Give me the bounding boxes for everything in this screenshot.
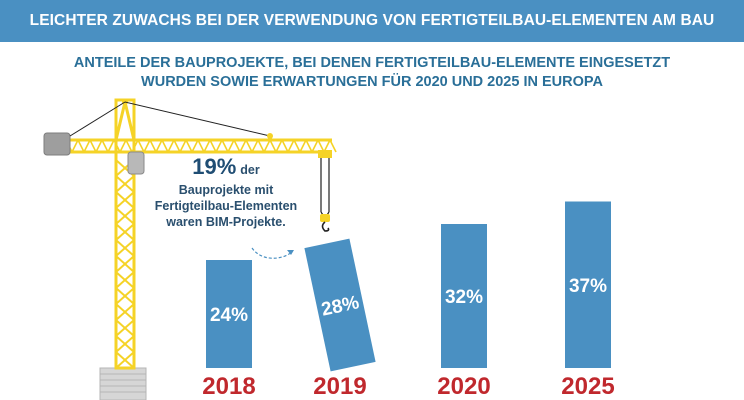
annotation-arrow: [251, 247, 293, 259]
bar-2020: [441, 224, 487, 368]
bar-2018: [206, 260, 252, 368]
category-label-2018: 2018: [202, 373, 255, 400]
crane-jib: [44, 138, 337, 154]
annotation-line-1: Bauprojekte mit: [178, 183, 274, 197]
bar-group-2018: 24%: [206, 260, 252, 368]
value-label-2025: 37%: [569, 276, 607, 297]
bar-group-2025: 37%: [565, 201, 611, 368]
bar-2019: [304, 238, 376, 372]
crane-peak: [114, 99, 136, 142]
crane-counterweight: [43, 132, 71, 156]
category-label-2025: 2025: [561, 373, 614, 400]
bar-group-2019: 28%: [304, 238, 376, 372]
crane-base: [99, 367, 147, 400]
bar-2025: [565, 201, 611, 368]
bar-group-2020: 32%: [441, 224, 487, 368]
bars-layer: 24% 2018 28%2019 32% 2020 37% 2025: [202, 201, 615, 400]
crane-hoist: [318, 150, 332, 232]
chart-subtitle: ANTEILE DER BAUPROJEKTE, BEI DENEN FERTI…: [20, 54, 724, 92]
category-label-2019: 2019: [313, 373, 366, 400]
annotation-percent: 19%: [192, 154, 237, 179]
bim-annotation: 19% der Bauprojekte mit Fertigteilbau-Ele…: [152, 154, 300, 230]
annotation-line-2: Fertigteilbau-Elementen: [154, 199, 298, 213]
annotation-suffix: der: [240, 163, 260, 177]
crane-illustration: [43, 98, 337, 400]
annotation-note: Bauprojekte mit Fertigteilbau-Elementen …: [152, 182, 300, 230]
value-label-2020: 32%: [445, 287, 483, 308]
category-label-2020: 2020: [437, 373, 490, 400]
subtitle-line-2: WURDEN SOWIE ERWARTUNGEN FÜR 2020 UND 20…: [141, 74, 603, 90]
value-label-2018: 24%: [210, 305, 248, 326]
header-title: LEICHTER ZUWACHS BEI DER VERWENDUNG VON …: [29, 12, 715, 29]
crane-cab: [127, 151, 145, 175]
annotation-line-3: waren BIM-Projekte.: [166, 215, 286, 229]
subtitle-line-1: ANTEILE DER BAUPROJEKTE, BEI DENEN FERTI…: [73, 55, 671, 71]
header-banner: LEICHTER ZUWACHS BEI DER VERWENDUNG VON …: [0, 0, 744, 42]
annotation-arrowhead: [287, 250, 294, 255]
